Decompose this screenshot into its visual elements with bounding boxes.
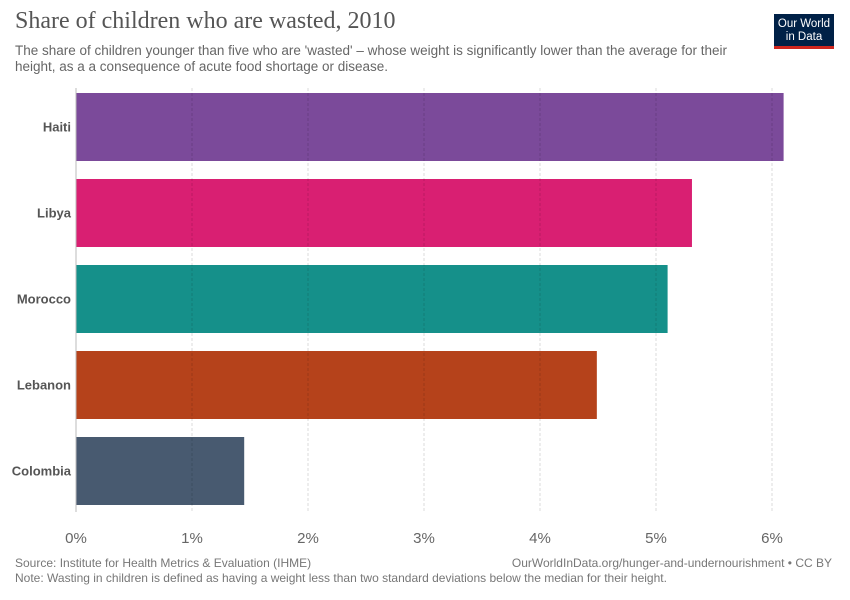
- bar-lebanon: [76, 351, 597, 419]
- source-text: Source: Institute for Health Metrics & E…: [15, 556, 312, 570]
- x-tick-label: 0%: [65, 530, 87, 547]
- category-label-colombia: Colombia: [12, 464, 72, 479]
- category-label-haiti: Haiti: [43, 120, 71, 135]
- x-tick-label: 6%: [761, 530, 783, 547]
- x-tick-label: 3%: [413, 530, 435, 547]
- bar-colombia: [76, 437, 245, 505]
- owid-logo[interactable]: Our World in Data: [774, 14, 834, 49]
- logo-line-2: in Data: [785, 31, 823, 43]
- note-text: Note: Wasting in children is defined as …: [15, 571, 667, 585]
- source-url-link[interactable]: OurWorldInData.org/hunger-and-undernouri…: [511, 556, 832, 570]
- bar-haiti: [76, 93, 784, 161]
- bar-libya: [76, 179, 692, 247]
- x-tick-label: 4%: [529, 530, 551, 547]
- logo-line-1: Our World: [777, 18, 831, 30]
- category-label-morocco: Morocco: [17, 292, 71, 307]
- x-tick-label: 5%: [645, 530, 667, 547]
- bar-morocco: [76, 265, 668, 333]
- x-tick-label: 1%: [181, 530, 203, 547]
- chart-title: Share of children who are wasted, 2010: [15, 8, 396, 34]
- category-label-libya: Libya: [37, 206, 72, 221]
- chart-subtitle: The share of children younger than five …: [15, 43, 728, 74]
- x-tick-label: 2%: [297, 530, 319, 547]
- category-label-lebanon: Lebanon: [17, 378, 71, 393]
